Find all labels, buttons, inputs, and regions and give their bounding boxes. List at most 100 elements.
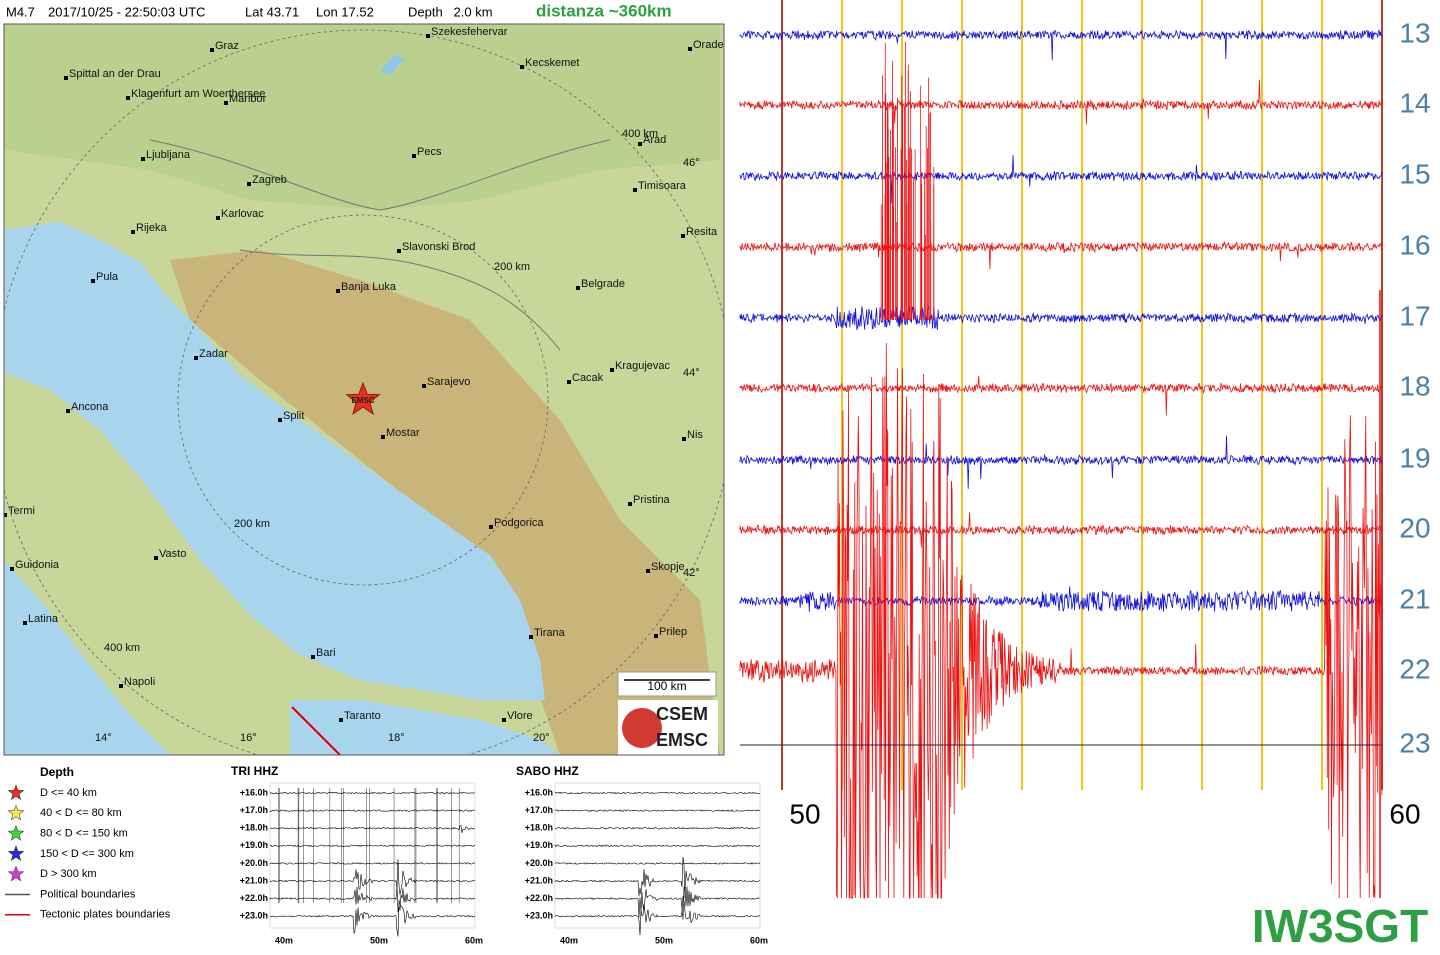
trace [739,375,1383,416]
hour-label: 19 [1399,442,1430,473]
legend-label: D <= 40 km [40,787,97,799]
city-dot [688,47,692,51]
city-label: Zagreb [252,174,287,186]
city-dot [628,502,632,506]
trace [555,886,761,920]
station-hour: +20.0h [240,858,268,868]
legend-star [7,845,25,862]
trace [739,435,1383,489]
city-dot [339,718,343,722]
legend-title: Depth [40,765,74,779]
city-dot [422,384,426,388]
traces [739,29,1383,899]
station-name: TRI HHZ [231,764,278,778]
station-minute: 60m [750,935,768,945]
trace [739,79,1383,125]
city-dot [66,409,70,413]
city-dot [131,230,135,234]
trace [739,240,1383,270]
stations: TRI HHZ +16.0h +17.0h +18.0h +19.0h +20.0h +21… [231,764,768,945]
map: Graz Szekesfehervar Kecskemet Orade Spittal … [4,24,724,755]
lat: Lat 43.71 [245,4,299,19]
minute-label: 50 [789,798,820,829]
station-hour: +17.0h [525,805,553,815]
city-dot [4,513,7,517]
city-dot [10,567,14,571]
city-label: Kecskemet [525,57,579,69]
city-label: Slavonski Brod [402,241,475,253]
station-minute: 50m [655,935,673,945]
lon-label: 16° [240,732,257,744]
hour-label: 17 [1399,300,1430,331]
station-minute: 40m [560,935,578,945]
city-dot [194,356,198,360]
city-label: Podgorica [494,517,544,529]
lat-label: 42° [683,567,700,579]
city-dot [633,188,637,192]
trace [554,862,761,865]
city-dot [278,418,282,422]
trace [554,826,761,830]
city-label: Belgrade [581,278,625,290]
plains [4,24,720,210]
trace [269,825,476,833]
city-label: Resita [686,226,718,238]
city-label: Taranto [344,710,381,722]
city-label: Kragujevac [615,360,671,372]
lon-label: 18° [388,732,405,744]
distance: distanza ~360km [536,1,672,20]
header: M4.7 2017/10/25 - 22:50:03 UTC Lat 43.71… [6,1,672,20]
tyrrhenian-sea [4,560,170,755]
legend-star [7,824,25,841]
logo-emsc: EMSC [656,730,708,750]
trace [269,899,476,937]
city-label: Pula [96,271,119,283]
hour-label: 15 [1399,158,1430,189]
trace [269,862,476,865]
hour-label: 18 [1399,370,1430,401]
city-label: Szekesfehervar [431,26,508,38]
station-hour: +19.0h [525,840,553,850]
city-label: Spittal an der Drau [69,68,161,80]
lon: Lon 17.52 [316,4,374,19]
trace [269,844,476,848]
city-label: Graz [215,40,239,52]
city-dot [224,101,228,105]
ring-label: 200 km [234,518,270,530]
city-label: Maribor [229,93,267,105]
trace [554,791,761,795]
city-label: Ljubljana [146,149,191,161]
city-dot [520,65,524,69]
trace [269,859,475,895]
legend-label: 150 < D <= 300 km [40,848,134,860]
logo-globe [622,708,662,748]
adriatic-sea [4,222,545,700]
station-hour: +23.0h [525,911,553,921]
city-label: Latina [28,613,59,625]
city-dot [654,634,658,638]
city-dot [210,48,214,52]
legend-label: 80 < D <= 150 km [40,828,128,840]
city-dot [681,234,685,238]
city-dot [126,96,130,100]
city-label: Prilep [659,626,687,638]
scale-box [617,671,717,697]
ring-200 [177,214,549,586]
trace [739,512,1383,548]
city-dot [91,279,95,283]
legend-star [7,804,25,821]
station-frame [554,782,761,929]
legend-label: Political boundaries [40,888,136,900]
trace [554,844,761,848]
city-label: Rijeka [136,222,167,234]
lake [380,55,405,75]
station-hour: +20.0h [525,858,553,868]
lon-label: 14° [95,732,112,744]
station-minute: 40m [275,935,293,945]
station-hour: +22.0h [240,893,268,903]
city-dot [529,635,533,639]
city-label: Vasto [159,548,186,560]
city-label: Pristina [633,494,671,506]
trace [269,885,476,913]
legend-star [7,784,25,801]
